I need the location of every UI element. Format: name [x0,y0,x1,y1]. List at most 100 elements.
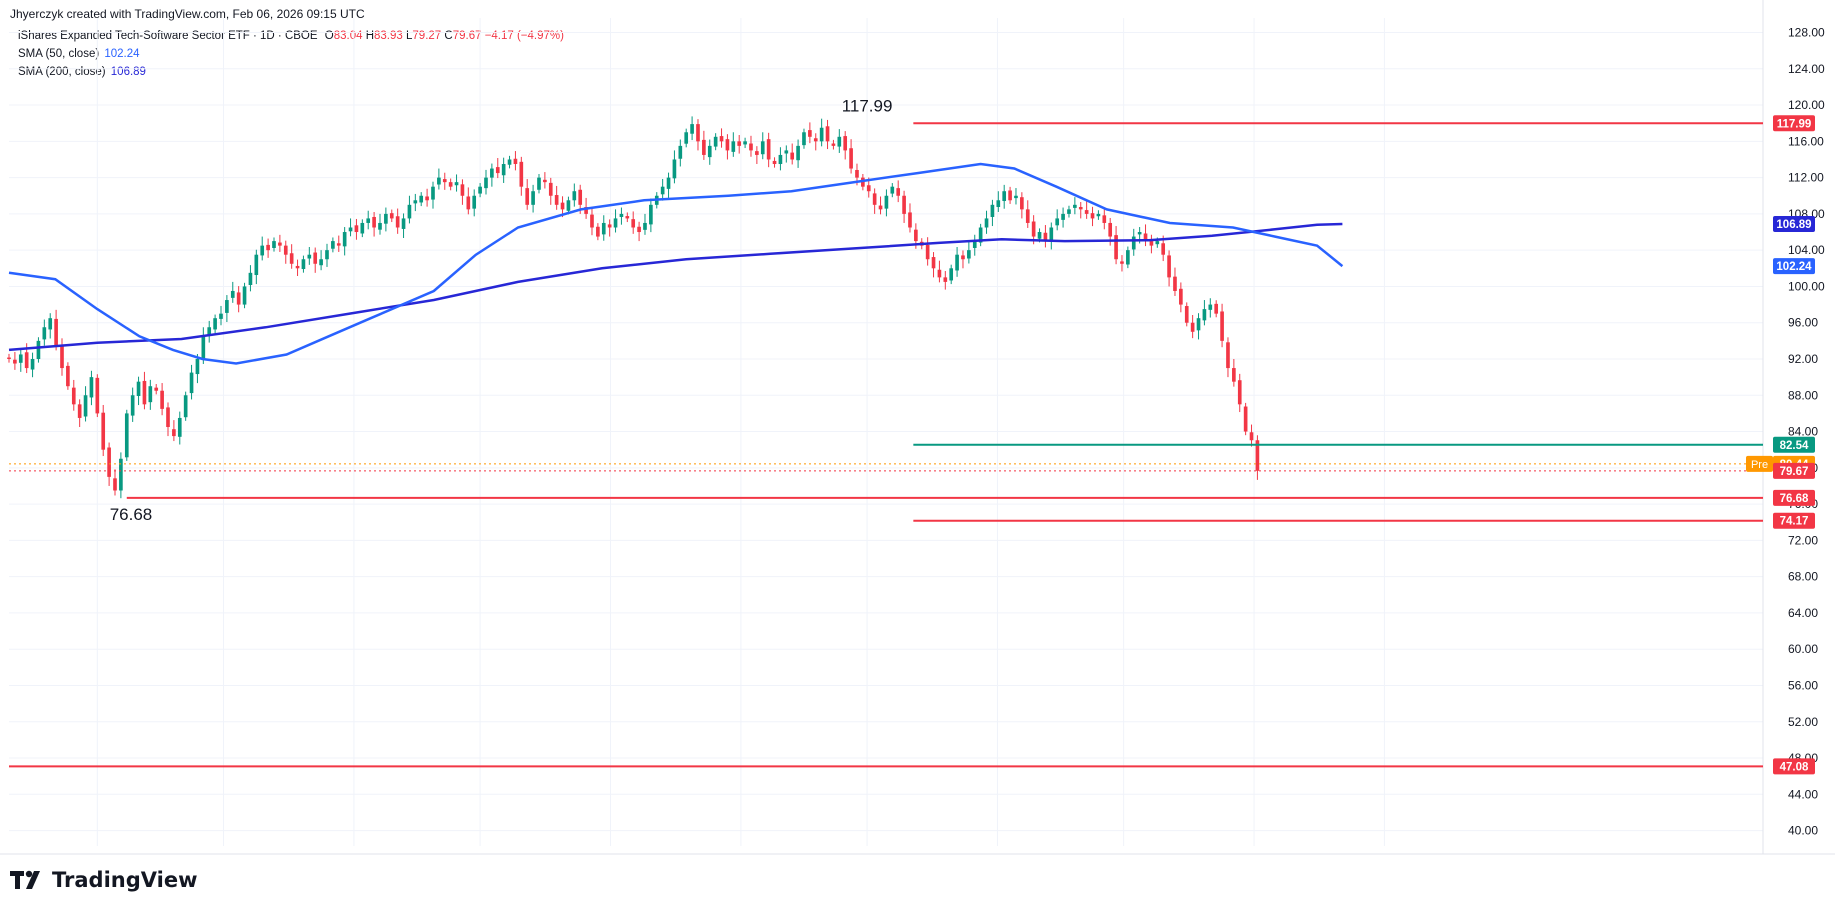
candle-body [472,195,477,209]
candle-body [525,188,530,205]
candle-body [702,139,706,155]
candle-body [154,387,159,391]
candle-body [1061,213,1065,220]
candle-body [1090,213,1095,219]
candle-body [484,177,488,189]
y-tick-label: 84.00 [1788,425,1818,439]
candle-body [590,214,594,228]
candle-body [825,126,830,142]
candle-body [802,132,806,146]
sma50-legend[interactable]: SMA (50, close) 102.24 [18,48,140,60]
candle-body [307,254,312,259]
candle-body [1226,342,1230,369]
candle-body [625,216,630,219]
candle-body [71,387,76,405]
candle-body [1025,209,1030,223]
close-label: C [444,30,453,42]
candle-body [501,164,506,176]
candle-body [831,143,836,146]
candle-body [278,242,282,246]
candle-body [36,340,41,359]
candle-body [89,377,94,398]
candle-body [66,365,70,387]
y-tick-label: 96.00 [1788,316,1818,330]
candle-body [878,205,883,210]
candle-body [283,245,288,255]
candle-body [1220,311,1224,341]
high-label: H [365,30,375,42]
y-tick-label: 44.00 [1788,787,1818,801]
candle-body [890,186,895,194]
annotation-117-99: 117.99 [842,96,893,115]
candle-body [272,241,276,248]
candle-body [460,184,465,196]
candle-body [660,186,665,195]
candle-body [519,161,524,187]
candle-body [607,224,612,228]
candle-body [148,386,153,403]
candle-body [183,395,188,418]
candle-body [507,159,512,165]
candle-body [1102,215,1107,223]
price-chart[interactable]: 40.0044.0048.0052.0056.0060.0064.0068.00… [0,0,1835,860]
candle-body [413,200,418,204]
candle-body [177,417,182,437]
sma50-line [8,162,1344,365]
sma50-label: SMA (50, close) [18,48,100,60]
candle-body [684,132,689,144]
candle-body [319,259,323,266]
candle-body [601,222,606,235]
candle-body [395,216,400,228]
candle-body [955,254,959,271]
candle-body [384,213,388,224]
candle-body [572,191,577,201]
candle-body [908,212,912,228]
price-tag-82-54 [1773,436,1815,453]
sma200-line [8,222,1343,352]
candle-body [1196,318,1201,331]
candle-body [331,241,335,249]
candle-body [142,380,147,405]
candle-body [266,244,270,251]
candle-body [731,141,736,152]
candle-body [354,225,359,233]
candle-body [201,336,206,359]
candle-body [1214,303,1219,314]
price-tag-text: 106.89 [1776,219,1811,231]
candle-body [737,141,742,146]
candle-body [1084,210,1089,214]
candle-body [925,244,930,260]
candle-body [855,169,859,178]
candle-body [719,136,724,142]
price-tag-prefix [1746,455,1773,472]
price-tag-text: 74.17 [1780,516,1809,528]
candle-body [1055,218,1060,226]
candle-body [325,250,329,260]
candle-body [643,222,647,230]
candle-body [254,254,259,276]
candle-body [637,226,641,233]
price-tag-74-17 [1773,512,1815,529]
candle-body [119,458,123,491]
candle-body [755,151,759,155]
candle-body [1126,250,1130,265]
candle-body [448,182,453,187]
candle-body [419,195,424,203]
candle-body [837,136,842,147]
annotation-76-68: 76.68 [110,505,153,524]
candle-body [1232,368,1236,382]
candle-body [366,218,371,223]
candle-body [1120,261,1124,264]
candle-body [172,429,176,437]
candle-body [195,358,200,375]
candle-body [560,202,565,210]
candle-body [442,179,447,183]
candle-body [672,159,677,179]
candle-body [972,241,977,248]
price-tag-text: 47.08 [1780,761,1809,773]
price-tag-47-08 [1773,758,1815,775]
candle-body [1249,432,1254,441]
candle-body [95,377,100,414]
y-tick-label: 40.00 [1788,824,1818,838]
candle-body [961,255,965,260]
